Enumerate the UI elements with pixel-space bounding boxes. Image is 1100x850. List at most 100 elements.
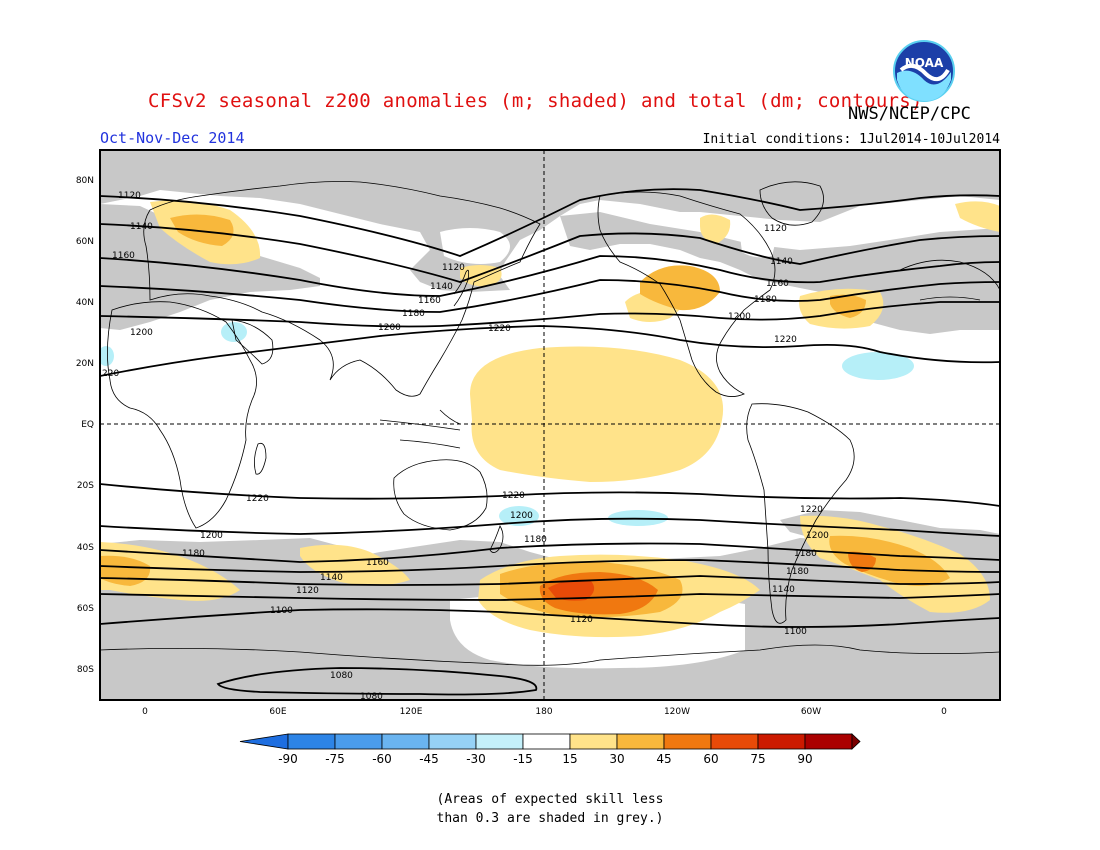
- initial-conditions-label: Initial conditions: 1Jul2014-10Jul2014: [702, 132, 1000, 147]
- colorbar-swatch: [710, 733, 759, 750]
- contour-label: 1120: [296, 586, 319, 596]
- contour-1220-nh: [100, 325, 1000, 377]
- contour-label: 1220: [488, 324, 511, 334]
- colorbar: -90 -75 -60 -45 -30 -15 15 30 45 60 75 90: [239, 733, 861, 766]
- colorbar-tick-label: 90: [797, 752, 812, 766]
- colorbar-swatch: [663, 733, 712, 750]
- contour-label: 1220: [502, 491, 525, 501]
- colorbar-swatch: [804, 733, 853, 750]
- indonesia-coast: [379, 409, 461, 449]
- longitude-labels: 0 60E 120E 180 120W 60W 0: [142, 707, 947, 717]
- coastlines: [100, 181, 1000, 666]
- colorbar-swatch: [287, 733, 336, 750]
- contour-label: 1220: [800, 505, 823, 515]
- contour-label: 1120: [764, 224, 787, 234]
- contour-label: 220: [102, 369, 119, 379]
- contour-label: 1140: [320, 573, 343, 583]
- colorbar-tick-label: -45: [419, 752, 439, 766]
- madagascar-coast: [254, 442, 267, 475]
- contour-1180-sh: [100, 542, 1000, 563]
- contour-label: 1200: [510, 511, 533, 521]
- contour-label: 1200: [806, 531, 829, 541]
- contour-label: 1160: [766, 279, 789, 289]
- contour-label: 1180: [402, 309, 425, 319]
- colorbar-swatch: [475, 733, 524, 750]
- colorbar-tick-label: 15: [562, 752, 577, 766]
- contour-1120-nh: [100, 188, 1000, 257]
- colorbar-tick-label: -90: [278, 752, 298, 766]
- lon-label: 180: [535, 707, 552, 717]
- contour-label: 1160: [112, 251, 135, 261]
- contour-1080-sh: [216, 667, 538, 696]
- skill-note-line1: (Areas of expected skill less: [436, 792, 664, 807]
- lon-label: 0: [941, 707, 947, 717]
- contour-1160-sh: [100, 559, 1000, 573]
- logo-text: NOAA: [905, 56, 944, 70]
- contour-label: 1160: [418, 296, 441, 306]
- colorbar-left-arrow: [239, 733, 289, 750]
- europe-coast: [899, 259, 1000, 301]
- height-contours: [100, 188, 1000, 696]
- contour-label: 1140: [130, 222, 153, 232]
- lat-label: 60N: [76, 237, 94, 247]
- contour-1200-sh: [100, 517, 1000, 537]
- north-america-coast: [597, 191, 776, 397]
- contour-label: 1140: [772, 585, 795, 595]
- colorbar-tick-label: 30: [609, 752, 624, 766]
- agency-label: NWS/NCEP/CPC: [848, 104, 971, 124]
- contour-labels: 1120 1140 1160 1200 220 1120 1140 1160 1…: [102, 191, 829, 702]
- contour-label: 1200: [130, 328, 153, 338]
- skill-note-line2: than 0.3 are shaded in grey.): [436, 811, 664, 826]
- contour-label: 1180: [794, 549, 817, 559]
- contour-1160-nh: [100, 255, 1000, 297]
- japan-coast: [453, 269, 470, 307]
- contour-1140-nh: [100, 223, 1000, 283]
- lat-label: 80S: [77, 665, 94, 675]
- lat-label: 40S: [77, 543, 94, 553]
- lon-label: 120W: [664, 707, 690, 717]
- colorbar-tick-label: 60: [703, 752, 718, 766]
- contour-label: 1180: [182, 549, 205, 559]
- arabia-coast: [231, 319, 274, 365]
- contour-label: 1200: [200, 531, 223, 541]
- contour-1220-sh: [100, 483, 1000, 507]
- colorbar-tick-label: 75: [750, 752, 765, 766]
- contour-1180-nh: [100, 279, 1000, 313]
- shading-layer: [100, 150, 1000, 700]
- contour-label: 1140: [770, 257, 793, 267]
- map-frame: [99, 149, 1001, 701]
- skill-note: (Areas of expected skill less than 0.3 a…: [0, 790, 1100, 828]
- colorbar-right-arrow: [851, 733, 861, 750]
- contour-label: 1180: [524, 535, 547, 545]
- contour-label: 1220: [246, 494, 269, 504]
- colorbar-swatch: [757, 733, 806, 750]
- antarctica-coast: [100, 644, 1000, 666]
- colorbar-swatch: [616, 733, 665, 750]
- colorbar-swatch: [381, 733, 430, 750]
- latitude-labels: 80N 60N 40N 20N EQ 20S 40S 60S 80S: [76, 176, 94, 675]
- contour-label: 1220: [774, 335, 797, 345]
- contour-label: 1120: [570, 615, 593, 625]
- colorbar-tick-label: -30: [466, 752, 486, 766]
- contour-label: 1200: [728, 312, 751, 322]
- lat-label: EQ: [81, 420, 94, 430]
- colorbar-swatch: [569, 733, 618, 750]
- contour-label: 1180: [754, 295, 777, 305]
- lon-label: 0: [142, 707, 148, 717]
- eurasia-coast: [143, 181, 541, 397]
- contour-label: 1080: [330, 671, 353, 681]
- season-label: Oct-Nov-Dec 2014: [100, 129, 245, 147]
- lon-label: 60E: [269, 707, 286, 717]
- contour-label: 1140: [430, 282, 453, 292]
- colorbar-tick-label: -75: [325, 752, 345, 766]
- contour-label: 1120: [118, 191, 141, 201]
- colorbar-swatch: [522, 733, 571, 750]
- contour-label: 1180: [786, 567, 809, 577]
- lat-label: 20S: [77, 481, 94, 491]
- colorbar-tick-label: -60: [372, 752, 392, 766]
- map-title: CFSv2 seasonal z200 anomalies (m; shaded…: [148, 90, 923, 112]
- contour-1100-sh: [100, 608, 1000, 628]
- australia-coast: [393, 459, 488, 531]
- contour-label: 1100: [784, 627, 807, 637]
